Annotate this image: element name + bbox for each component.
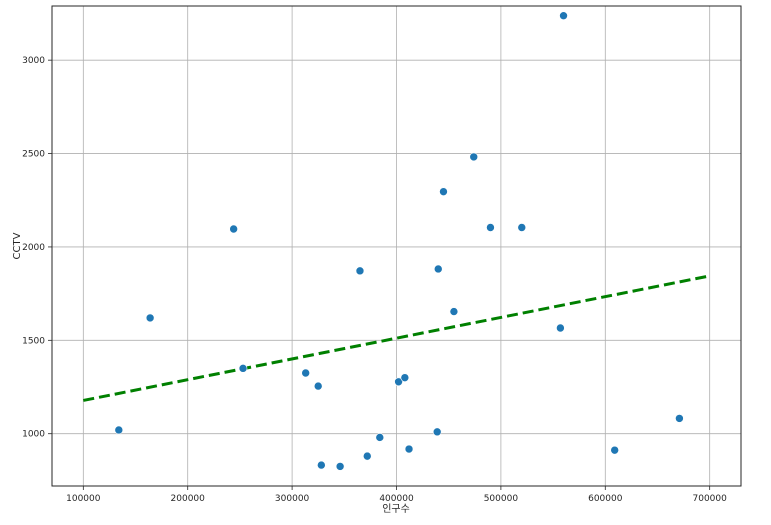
x-tick-label: 500000 [484, 494, 519, 504]
x-tick-label: 400000 [379, 494, 414, 504]
trend-line-layer [83, 274, 710, 402]
data-point [355, 266, 365, 276]
data-point [559, 11, 568, 21]
y-tick-label: 2000 [22, 243, 45, 253]
y-tick-label: 1500 [22, 336, 45, 346]
x-axis-label: 인구수 [382, 503, 410, 515]
data-point [517, 223, 527, 232]
data-point [335, 462, 345, 471]
x-tick-label: 200000 [171, 494, 206, 504]
data-point [317, 460, 326, 470]
data-point [400, 373, 410, 382]
data-point [362, 451, 372, 461]
data-point [238, 364, 248, 373]
data-point [439, 187, 448, 196]
data-point [313, 381, 323, 391]
y-tick-label: 1000 [22, 430, 45, 440]
trend-line [83, 274, 710, 402]
data-point [610, 445, 619, 455]
x-tick-label: 100000 [66, 494, 101, 504]
y-axis-ticks: 1000 1500 2000 2500 3000 [22, 56, 52, 440]
data-point [394, 377, 403, 387]
data-point [301, 368, 310, 378]
x-tick-label: 700000 [693, 494, 728, 504]
y-tick-label: 2500 [22, 150, 45, 160]
data-point [449, 307, 459, 316]
y-tick-label: 3000 [22, 56, 45, 66]
data-point [433, 264, 443, 274]
data-point [556, 323, 565, 333]
data-point [114, 425, 124, 435]
data-point [229, 224, 238, 234]
data-points [114, 11, 684, 471]
x-axis-ticks: 100000 200000 300000 400000 500000 600000 7000… [66, 486, 727, 504]
grid [52, 6, 741, 486]
data-point [469, 152, 479, 162]
data-point [675, 414, 684, 423]
data-point [432, 427, 442, 437]
data-point [145, 313, 155, 323]
data-point [404, 444, 414, 454]
x-tick-label: 300000 [275, 494, 310, 504]
x-tick-label: 600000 [588, 494, 623, 504]
data-point [375, 433, 385, 442]
y-axis-label: CCTV [12, 232, 23, 259]
data-point [486, 223, 495, 232]
